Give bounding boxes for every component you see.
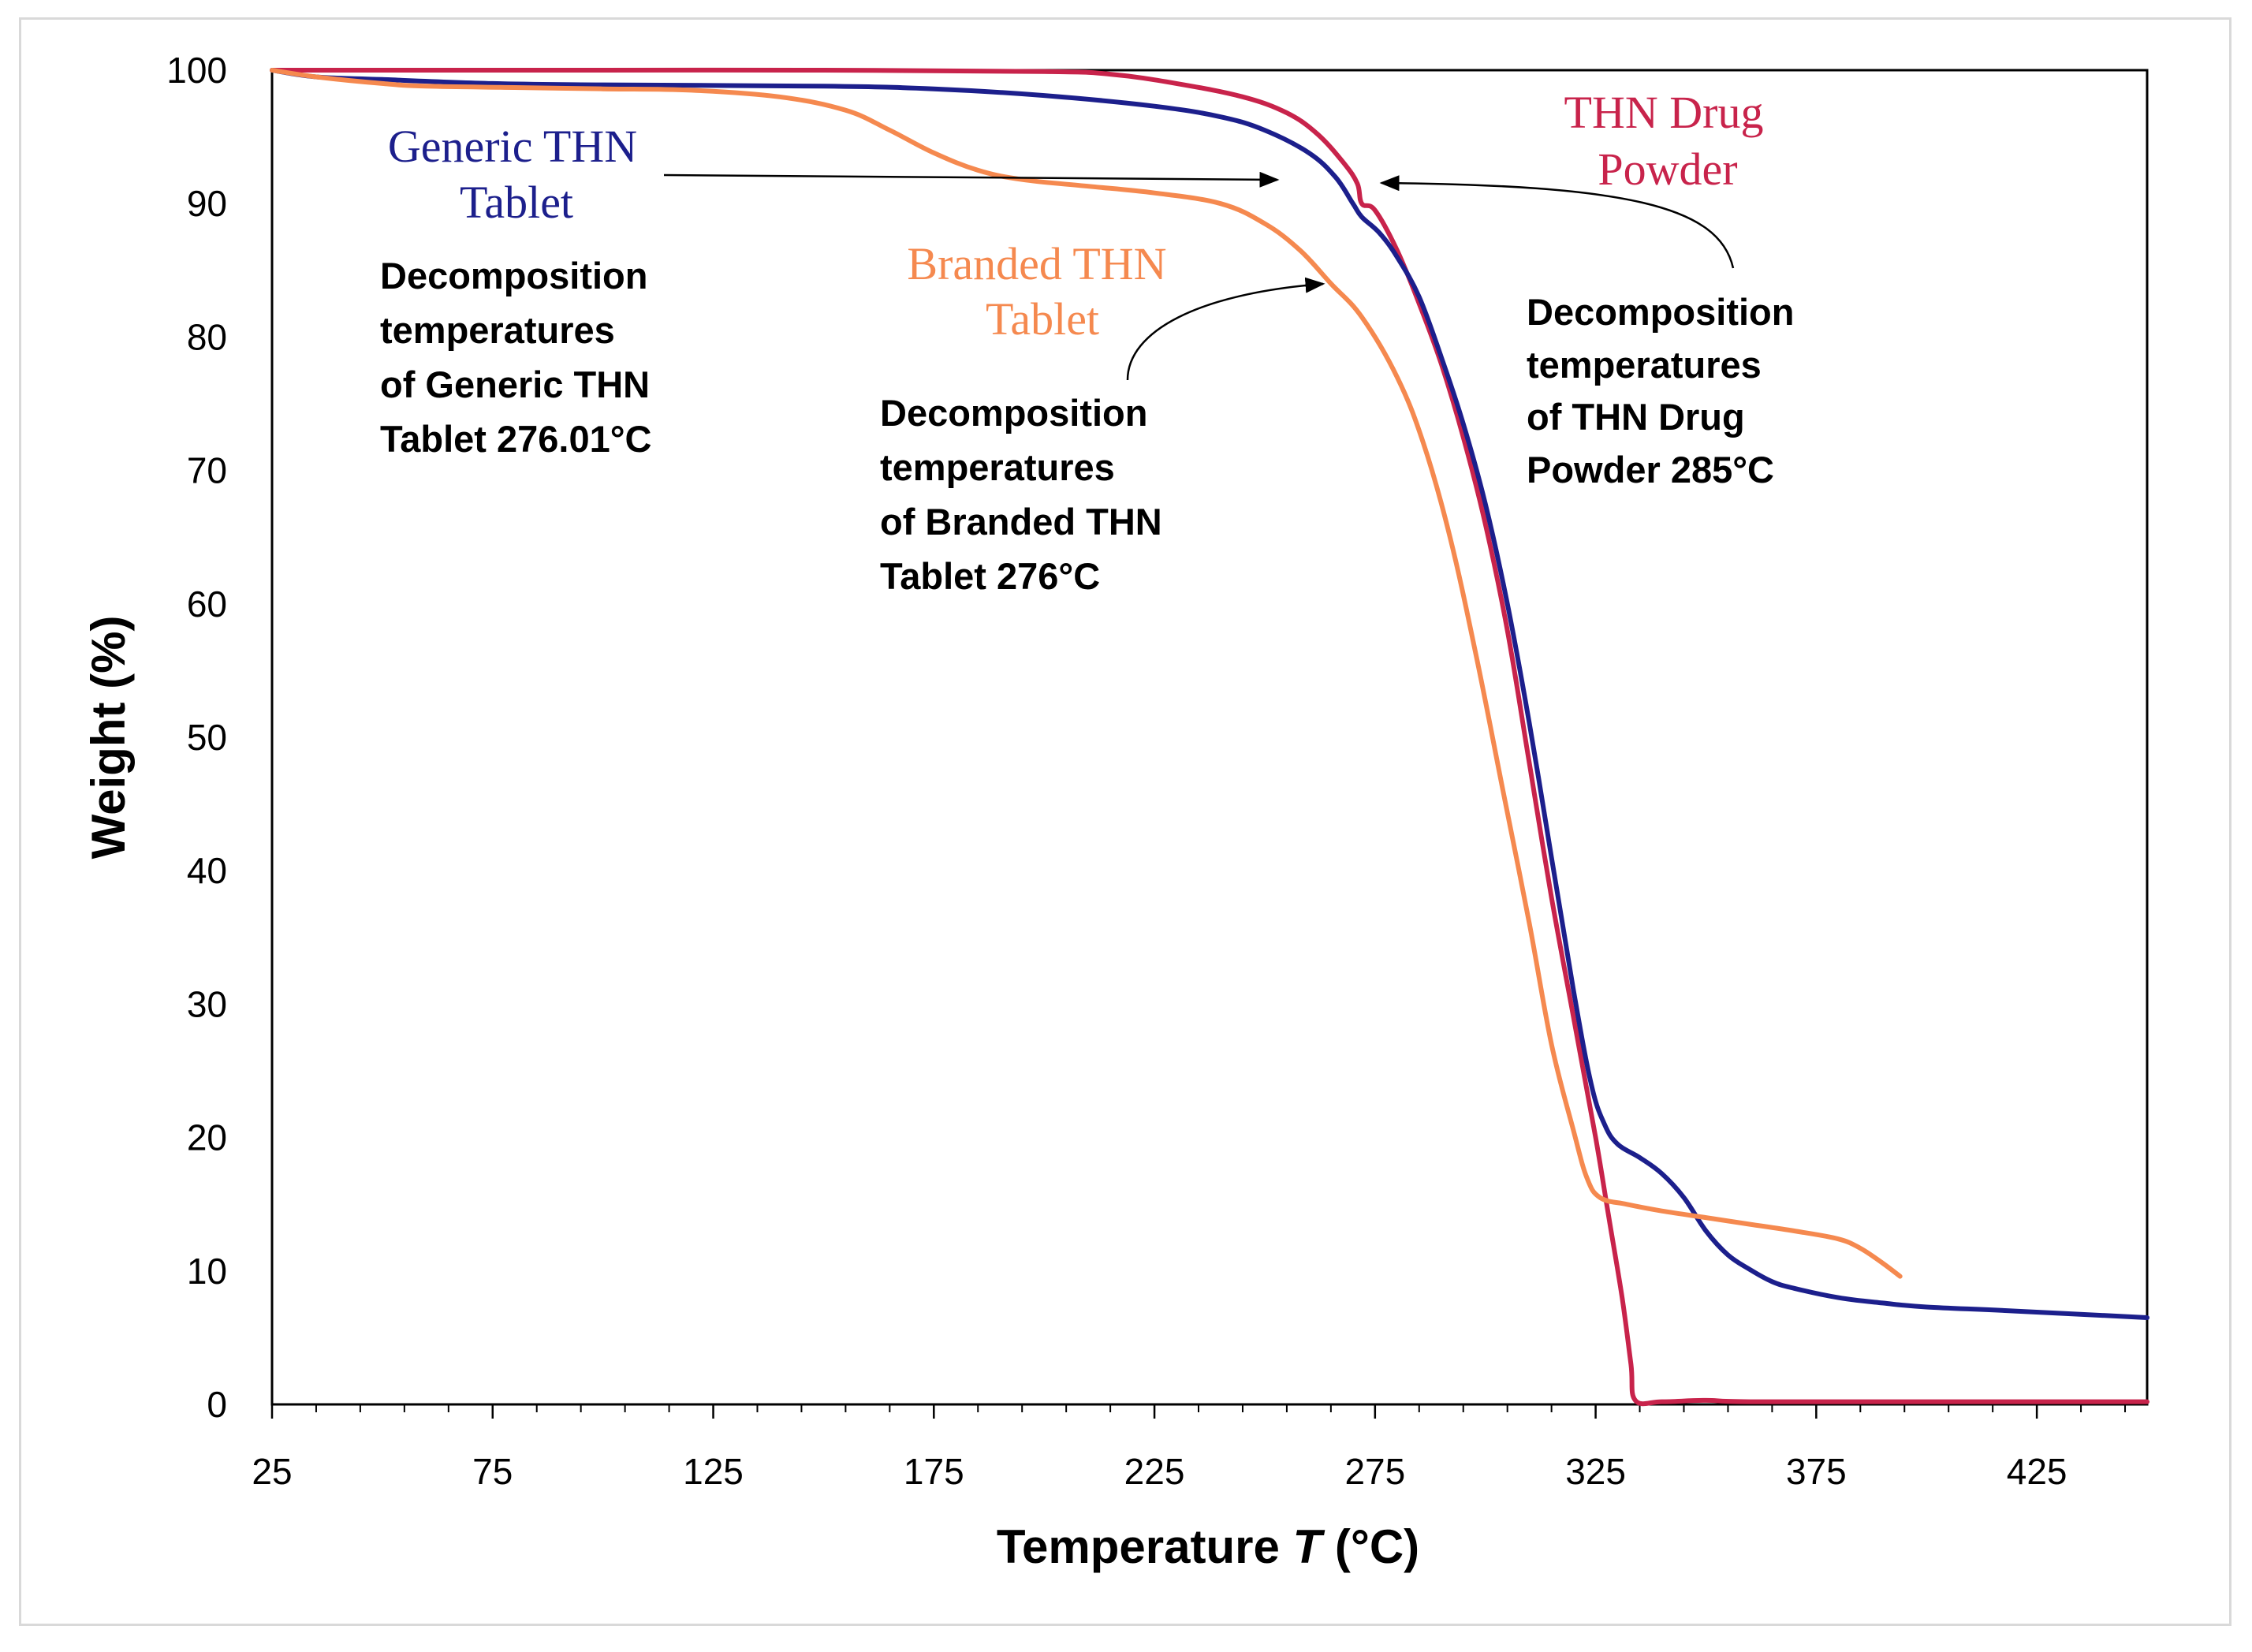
x-tick-label: 225 xyxy=(1124,1451,1185,1492)
y-tick-label: 60 xyxy=(187,584,227,625)
y-tick-label: 20 xyxy=(187,1117,227,1158)
x-axis-title-part-3: (°C) xyxy=(1322,1520,1419,1573)
annotation-branded-line-3: of Branded THN xyxy=(880,501,1162,543)
arrow-branded-tablet xyxy=(1126,277,1325,381)
x-axis-title: Temperature T (°C) xyxy=(997,1520,1419,1573)
annotation-branded-tablet: Decomposition temperatures of Branded TH… xyxy=(880,392,1162,597)
annotation-branded-line-2: temperatures xyxy=(880,446,1115,488)
series-label-drug-powder-line-1: THN Drug xyxy=(1564,87,1764,138)
series-line-branded-tablet xyxy=(270,68,1903,1279)
x-tick-label: 325 xyxy=(1565,1451,1626,1492)
series-label-branded-tablet-line-1: Branded THN xyxy=(907,238,1166,289)
x-tick-label: 125 xyxy=(683,1451,744,1492)
x-axis-title-part-1: Temperature xyxy=(997,1520,1293,1573)
y-tick-label: 10 xyxy=(187,1251,227,1292)
y-tick-label: 50 xyxy=(187,717,227,758)
x-tick-label: 375 xyxy=(1786,1451,1847,1492)
annotation-generic-line-4: Tablet 276.01°C xyxy=(380,418,651,460)
annotation-drug-line-1: Decomposition xyxy=(1527,291,1794,333)
annotation-drug-line-4: Powder 285°C xyxy=(1527,449,1774,490)
y-tick-label: 30 xyxy=(187,983,227,1024)
y-tick-labels: 0 10 20 30 40 50 60 70 80 90 100 xyxy=(166,50,227,1425)
annotation-branded-line-1: Decomposition xyxy=(880,392,1147,434)
arrow-generic-tablet xyxy=(663,171,1280,188)
x-tick-label: 25 xyxy=(252,1451,292,1492)
series-lines xyxy=(270,67,2149,1407)
y-tick-label: 100 xyxy=(166,50,227,91)
annotation-drug-line-2: temperatures xyxy=(1527,344,1762,386)
series-label-branded-tablet-line-2: Tablet xyxy=(986,293,1099,345)
series-label-drug-powder-line-2: Powder xyxy=(1598,144,1737,195)
y-tick-label: 40 xyxy=(187,850,227,891)
series-label-branded-tablet: Branded THN Tablet xyxy=(907,238,1166,345)
y-tick-label: 90 xyxy=(187,183,227,224)
y-axis-title: Weight (%) xyxy=(82,616,135,860)
series-label-generic-tablet-line-2: Tablet xyxy=(460,177,573,228)
annotation-generic-line-1: Decomposition xyxy=(380,255,647,296)
annotation-drug-line-3: of THN Drug xyxy=(1527,396,1745,438)
series-label-generic-tablet: Generic THN Tablet xyxy=(388,121,637,228)
series-label-generic-tablet-line-1: Generic THN xyxy=(388,121,637,172)
x-tick-label: 175 xyxy=(904,1451,964,1492)
series-line-drug-powder xyxy=(270,67,2149,1407)
annotation-drug-powder: Decomposition temperatures of THN Drug P… xyxy=(1527,291,1794,490)
y-tick-label: 0 xyxy=(207,1384,227,1425)
annotation-generic-line-2: temperatures xyxy=(380,309,615,351)
series-line-generic-tablet xyxy=(270,68,2149,1320)
y-tick-label: 70 xyxy=(187,450,227,491)
x-tick-label: 275 xyxy=(1344,1451,1405,1492)
y-tick-label: 80 xyxy=(187,316,227,357)
x-tick-labels: 25 75 125 175 225 275 325 375 425 xyxy=(252,1451,2067,1492)
annotation-generic-tablet: Decomposition temperatures of Generic TH… xyxy=(380,255,651,460)
annotation-branded-line-4: Tablet 276°C xyxy=(880,555,1100,597)
plot-area xyxy=(270,69,2149,1406)
x-tick-label: 425 xyxy=(2007,1451,2067,1492)
arrow-drug-powder xyxy=(1379,175,1735,269)
x-tick-label: 75 xyxy=(472,1451,513,1492)
series-label-drug-powder: THN Drug Powder xyxy=(1564,87,1764,195)
annotation-generic-line-3: of Generic THN xyxy=(380,364,650,405)
x-axis-title-part-2: T xyxy=(1293,1520,1325,1573)
axis-ticks xyxy=(270,1404,2127,1419)
